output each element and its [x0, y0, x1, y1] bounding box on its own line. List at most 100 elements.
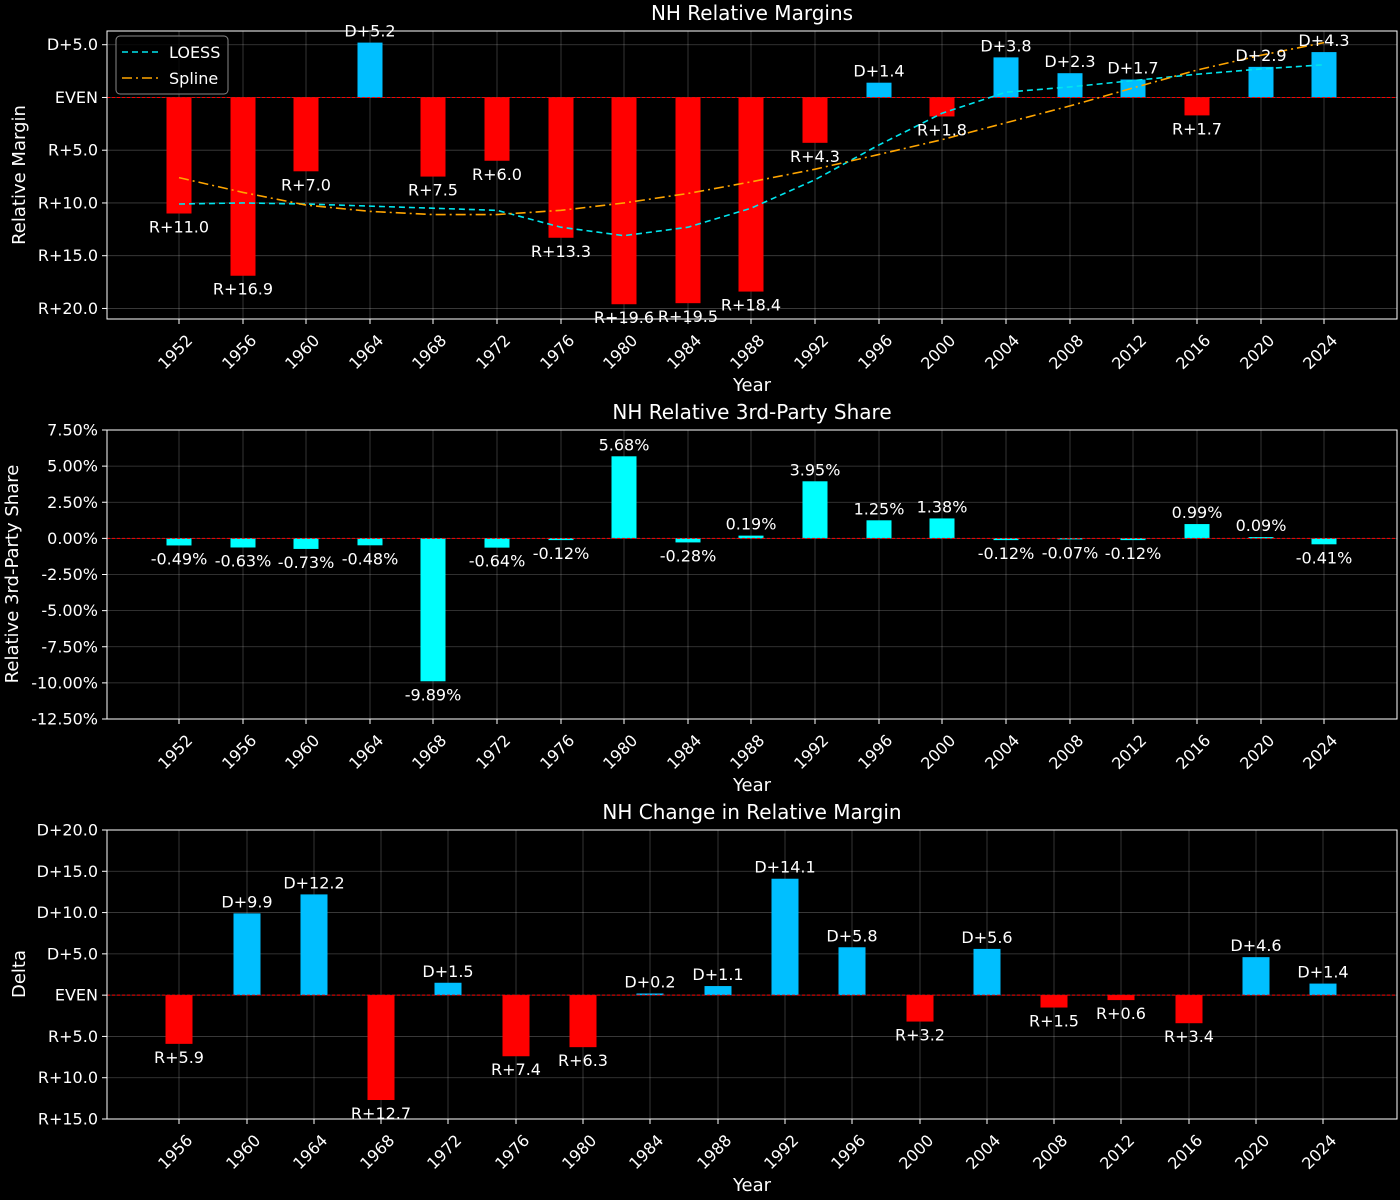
- bar-1984: [675, 538, 701, 543]
- bar-1992: [802, 481, 828, 539]
- x-tick-label: 1988: [693, 1131, 735, 1173]
- x-tick-labels: 1952 1956 1960 1964 1968 1972 1976 1980 1984 1988…: [154, 719, 1341, 773]
- y-tick-label: 0.00%: [47, 529, 98, 548]
- y-tick-label: R+20.0: [38, 299, 98, 318]
- bar-label: R+19.5: [658, 307, 718, 326]
- bar-2024: [1311, 52, 1337, 98]
- bar-label: D+2.3: [1044, 52, 1095, 71]
- bar-1964: [300, 894, 328, 996]
- x-tick-label: 1952: [154, 731, 196, 773]
- bar-1988: [704, 986, 732, 996]
- bar-1972: [484, 538, 510, 548]
- x-tick-label: 2008: [1045, 331, 1087, 373]
- x-tick-label: 2004: [981, 731, 1023, 773]
- chart-margins: R+11.0R+16.9R+7.0D+5.2R+7.5R+6.0R+13.3R+…: [9, 1, 1398, 396]
- x-axis-label: Year: [732, 375, 772, 396]
- bar-label: R+0.6: [1096, 1004, 1146, 1023]
- x-tick-label: 2016: [1164, 1131, 1206, 1173]
- y-tick-label: R+10.0: [38, 193, 98, 212]
- y-tick-label: 5.00%: [47, 457, 98, 476]
- legend-label-loess: LOESS: [169, 43, 220, 62]
- y-axis-label: Delta: [9, 950, 30, 998]
- bar-label: D+12.2: [283, 873, 344, 892]
- y-tick-labels: D+5.0 EVEN R+5.0 R+10.0 R+15.0 R+20.0: [38, 35, 107, 318]
- bar-label: 3.95%: [790, 460, 841, 479]
- bar-2004: [993, 538, 1019, 541]
- x-tick-label: 1984: [625, 1131, 667, 1173]
- bar-label: D+1.4: [853, 62, 904, 81]
- bar-label: R+19.6: [594, 308, 654, 327]
- bar-label: D+14.1: [754, 858, 815, 877]
- bar-1960: [293, 538, 319, 549]
- bar-2020: [1242, 957, 1270, 996]
- bar-label: D+1.5: [422, 962, 473, 981]
- bar-label: -0.64%: [469, 552, 526, 571]
- x-tick-label: 1972: [423, 1131, 465, 1173]
- chart-title: NH Relative Margins: [651, 1, 853, 25]
- bar-1992: [802, 97, 828, 143]
- bar-label: 0.09%: [1236, 516, 1287, 535]
- bar-labels: R+5.9 D+9.9 D+12.2 R+12.7 D+1.5 R+7.4 R+6.3 D+0…: [154, 858, 1349, 1123]
- bar-label: R+18.4: [721, 296, 781, 315]
- bar-1980: [611, 456, 637, 539]
- y-tick-label: R+15.0: [38, 1110, 98, 1129]
- bar-label: 0.99%: [1172, 503, 1223, 522]
- x-tick-label: 2008: [1029, 1131, 1071, 1173]
- bar-label: D+1.7: [1107, 59, 1158, 78]
- bar-2016: [1184, 97, 1210, 116]
- bar-label: R+7.5: [408, 181, 458, 200]
- bar-2012: [1120, 538, 1146, 541]
- x-tick-label: 2024: [1299, 331, 1341, 373]
- x-tick-label: 1972: [472, 331, 514, 373]
- bar-1984: [636, 993, 664, 996]
- bar-label: -0.48%: [342, 549, 399, 568]
- bar-1968: [420, 97, 446, 177]
- y-tick-label: EVEN: [55, 88, 98, 107]
- bar-label: R+1.8: [917, 120, 967, 139]
- bar-label: R+11.0: [149, 218, 209, 237]
- x-tick-label: 1968: [408, 731, 450, 773]
- x-tick-label: 2004: [981, 331, 1023, 373]
- bar-labels: R+11.0R+16.9R+7.0D+5.2R+7.5R+6.0R+13.3R+…: [149, 22, 1350, 328]
- bar-label: D+1.4: [1297, 963, 1348, 982]
- bar-1976: [548, 97, 574, 238]
- bar-1952: [166, 538, 192, 546]
- x-tick-label: 1956: [218, 731, 260, 773]
- bar-2008: [1040, 995, 1068, 1008]
- bar-2012: [1107, 995, 1135, 1001]
- bar-1956: [165, 995, 193, 1044]
- x-tick-label: 1980: [599, 731, 641, 773]
- bar-label: D+9.9: [221, 892, 272, 911]
- y-tick-label: 7.50%: [47, 421, 98, 440]
- y-tick-label: R+5.0: [48, 1027, 98, 1046]
- x-tick-label: 1968: [356, 1131, 398, 1173]
- bar-label: R+7.0: [281, 175, 331, 194]
- plot-frame: [106, 30, 1398, 320]
- legend-label-spline: Spline: [169, 69, 218, 88]
- x-tick-label: 2020: [1236, 731, 1278, 773]
- x-tick-label: 1984: [663, 331, 705, 373]
- y-tick-label: R+5.0: [48, 141, 98, 160]
- y-tick-label: D+10.0: [37, 903, 98, 922]
- bar-label: -0.07%: [1042, 543, 1099, 562]
- y-tick-labels: D+20.0 D+15.0 D+10.0 D+5.0 EVEN R+5.0 R+10.0 R+…: [37, 821, 107, 1129]
- bar-1964: [357, 538, 383, 546]
- bar-1988: [738, 535, 764, 539]
- x-tick-label: 2016: [1172, 731, 1214, 773]
- bar-1972: [484, 97, 510, 161]
- bar-2000: [929, 97, 955, 117]
- x-tick-label: 2016: [1172, 331, 1214, 373]
- y-tick-label: D+5.0: [47, 35, 98, 54]
- x-tick-labels: 1952 1956 1960 1964 1968 1972 1976 1980 1984 1988…: [154, 319, 1341, 373]
- bar-1956: [230, 538, 256, 548]
- y-tick-label: -7.50%: [41, 637, 98, 656]
- trend-line-loess: [178, 63, 1325, 237]
- bar-1988: [738, 97, 764, 292]
- bar-label: D+5.6: [961, 928, 1012, 947]
- x-tick-label: 1996: [854, 331, 896, 373]
- x-tick-label: 1964: [345, 331, 387, 373]
- bar-2008: [1057, 538, 1083, 540]
- y-tick-label: D+5.0: [47, 944, 98, 963]
- bar-1956: [230, 97, 256, 276]
